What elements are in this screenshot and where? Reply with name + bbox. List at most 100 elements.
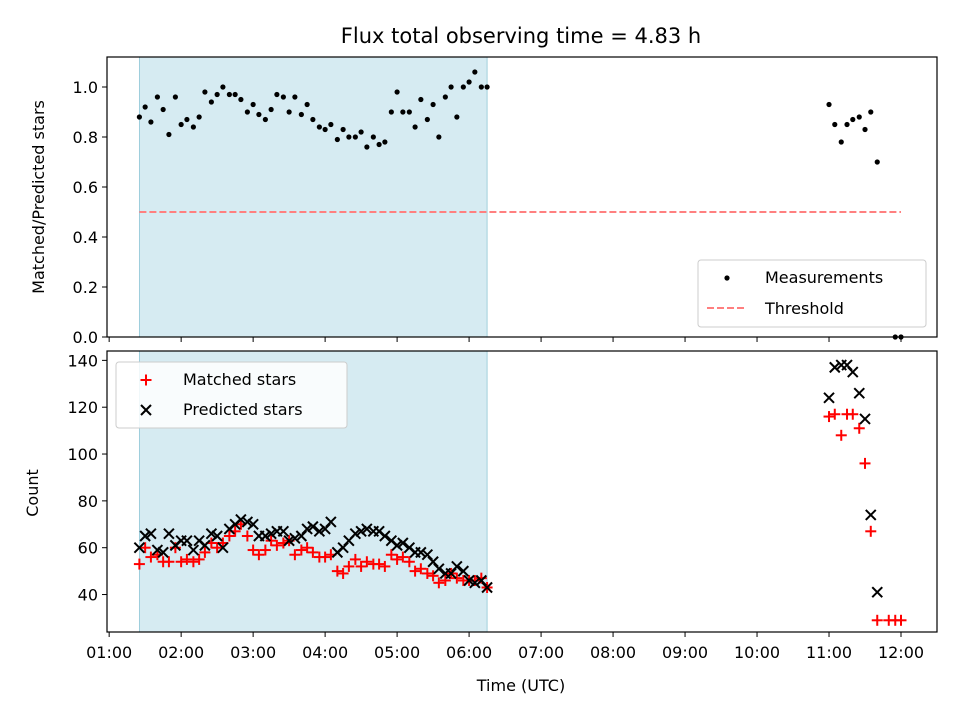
matched-point (211, 542, 223, 554)
predicted-point (361, 523, 373, 535)
bottom-x-tick-label: 04:00 (302, 643, 348, 662)
matched-point (163, 556, 175, 568)
measurement-point (160, 106, 166, 113)
bottom-x-tick-label: 02:00 (158, 643, 204, 662)
predicted-point (277, 525, 290, 538)
measurement-point (256, 111, 262, 118)
top-y-tick-label: 0.0 (73, 328, 98, 347)
measurement-point (238, 96, 244, 103)
measurement-point (466, 79, 472, 85)
matched-point (319, 551, 331, 563)
matched-point (139, 542, 151, 554)
measurement-point (856, 114, 862, 120)
top-y-tick-label: 0.8 (73, 128, 98, 147)
matched-point (427, 570, 439, 582)
matched-point (421, 567, 433, 579)
measurement-point (250, 101, 256, 108)
bottom-x-tick-label: 08:00 (590, 643, 636, 662)
bottom-y-tick-label: 40 (78, 586, 98, 605)
matched-point (337, 567, 349, 579)
measurement-point (322, 126, 328, 133)
measurement-point (214, 91, 220, 98)
predicted-point (151, 544, 164, 556)
top-shaded-interval (138, 56, 488, 338)
matched-point (835, 429, 847, 441)
predicted-point (181, 534, 193, 547)
matched-point (343, 560, 355, 572)
bottom-x-tick-label: 06:00 (446, 643, 492, 662)
measurement-point (448, 84, 454, 90)
predicted-point (211, 530, 223, 542)
matched-point (355, 560, 367, 572)
matched-point (199, 546, 211, 558)
measurement-point (184, 116, 190, 123)
measurement-point (340, 126, 346, 133)
matched-point (361, 556, 373, 568)
legend-matched-plus (140, 374, 152, 386)
matched-point (385, 549, 397, 561)
predicted-point (859, 413, 871, 425)
predicted-point (163, 527, 175, 540)
matched-point (241, 530, 253, 542)
matched-point (415, 563, 427, 575)
matched-point (433, 577, 445, 589)
measurement-point (862, 126, 868, 133)
measurement-point (874, 159, 880, 165)
chart-title: Flux total observing time = 4.83 h (341, 24, 701, 48)
matched-point (247, 544, 259, 556)
measurement-point (346, 134, 352, 140)
top-y-tick-label: 0.2 (73, 278, 98, 297)
measurement-point (352, 134, 358, 140)
matched-point (373, 558, 385, 570)
measurement-point (310, 116, 316, 123)
predicted-point (133, 541, 146, 554)
predicted-point (199, 539, 211, 552)
predicted-point (415, 546, 427, 559)
bottom-x-tick-label: 09:00 (662, 643, 708, 662)
legend-predicted-cross (140, 404, 152, 416)
measurement-point (394, 89, 400, 95)
top-y-tick-label: 0.6 (73, 178, 98, 197)
predicted-point (307, 520, 319, 533)
matched-point (853, 422, 865, 434)
matched-point (823, 411, 835, 423)
bottom-x-tick-label: 05:00 (374, 643, 420, 662)
bottom-y-tick-label: 80 (78, 492, 98, 511)
bottom-y-tick-label: 100 (67, 445, 98, 464)
matched-point (847, 408, 859, 420)
predicted-point (355, 525, 367, 538)
measurement-point (142, 104, 148, 110)
measurement-point (226, 91, 232, 98)
predicted-point (451, 560, 463, 573)
matched-point (451, 572, 463, 584)
top-axes-frame (106, 56, 938, 338)
measurement-point (190, 124, 196, 130)
measurement-point (454, 114, 460, 120)
predicted-point (187, 544, 200, 556)
bottom-x-ticks: 01:00 02:00 03:00 04:00 05:00 06:00 07:00 08:00… (86, 632, 924, 662)
predicted-point (259, 530, 272, 542)
matched-point (289, 549, 301, 561)
bottom-y-ticks: 40 60 80 100 120 140 (67, 351, 107, 605)
legend-threshold-label: Threshold (764, 299, 844, 318)
measurement-point (328, 121, 334, 128)
predicted-point (247, 518, 259, 530)
bottom-x-tick-label: 01:00 (86, 643, 132, 662)
matched-point (187, 556, 199, 568)
bottom-axes-frame (106, 350, 938, 633)
predicted-point (349, 527, 362, 540)
measurement-point (436, 134, 442, 140)
measurement-point (826, 101, 832, 108)
matched-point (265, 535, 277, 547)
matched-point (871, 614, 883, 626)
measurement-point (832, 121, 838, 128)
measurement-point (838, 139, 844, 145)
measurement-point (388, 109, 394, 115)
predicted-point (391, 539, 403, 552)
top-y-ticks: 0.0 0.2 0.4 0.6 0.8 1.0 (73, 78, 107, 347)
matched-point (175, 556, 187, 568)
measurement-point (484, 84, 490, 90)
bottom-panel: 40 60 80 100 120 140 01:00 02:00 03:00 04:00 05:0… (23, 350, 938, 695)
matched-point (895, 614, 907, 626)
